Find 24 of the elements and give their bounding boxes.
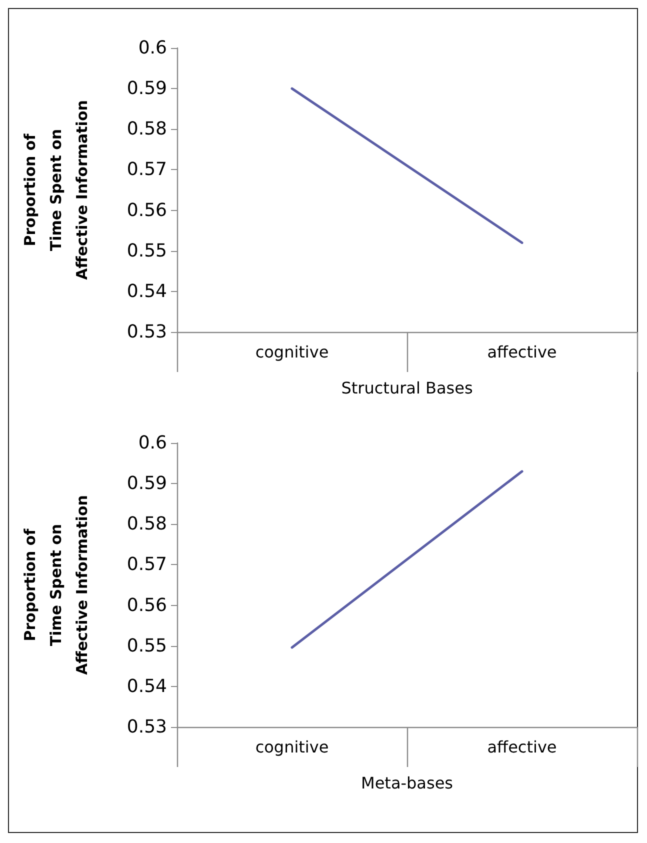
y-tick-label: 0.55 [126,240,167,262]
y-tick-label: 0.6 [138,432,167,454]
y-axis-title: Proportion of Time Spent on Affective Information [21,495,91,675]
y-tick-label: 0.56 [126,200,167,221]
y-tick-label: 0.53 [126,716,167,738]
x-tick-label: cognitive [255,738,329,756]
x-axis-title: Meta-bases [361,774,453,792]
y-tick-label: 0.55 [126,635,167,656]
x-tick-label: affective [487,738,557,756]
y-tick-label: 0.59 [126,78,167,100]
y-tick-label: 0.58 [126,514,167,535]
y-tick-label: 0.54 [126,280,167,302]
x-tick-label: affective [487,342,557,362]
y-tick-label: 0.58 [126,118,167,140]
x-axis-title: Structural Bases [341,378,473,398]
y-tick-label: 0.53 [126,322,167,342]
y-axis-title: Proportion of Time Spent on Affective Information [21,100,91,280]
y-tick-label: 0.57 [126,554,167,576]
y-tick-label: 0.57 [126,159,167,180]
y-tick-label: 0.6 [138,38,167,58]
y-tick-label: 0.54 [126,676,167,697]
x-tick-label: cognitive [255,342,329,362]
y-tick-label: 0.59 [126,473,167,494]
y-tick-label: 0.56 [126,594,167,616]
